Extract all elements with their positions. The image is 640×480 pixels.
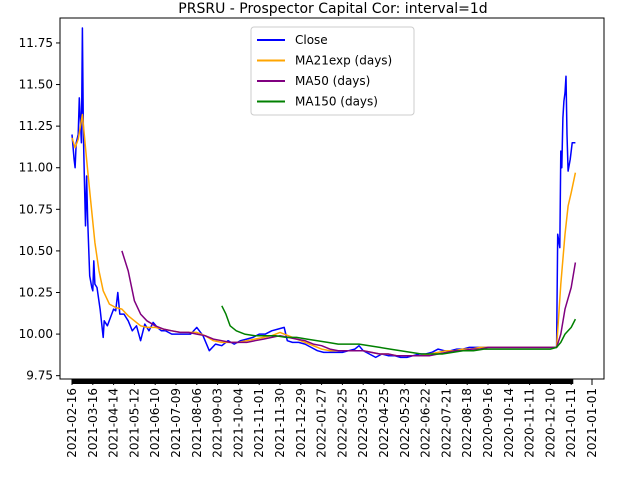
y-tick-label-4: 10.75 <box>19 202 53 216</box>
x-tick-band <box>72 379 574 384</box>
x-tick-label-8: 2021-10-04 <box>231 388 245 458</box>
x-tick-label-24: 2021-01-11 <box>564 388 578 458</box>
x-tick-label-9: 2021-11-01 <box>252 388 266 458</box>
y-tick-label-7: 11.50 <box>19 78 53 92</box>
legend-label-1: MA21exp (days) <box>295 54 392 68</box>
x-tick-label-5: 2021-07-09 <box>169 388 183 458</box>
y-tick-label-1: 10.00 <box>19 327 53 341</box>
x-tick-label-1: 2021-03-16 <box>86 388 100 458</box>
y-tick-label-3: 10.50 <box>19 244 53 258</box>
x-tick-label-6: 2021-08-06 <box>190 388 204 458</box>
x-tick-label-3: 2021-05-12 <box>127 388 141 458</box>
x-axis: 2021-02-16 2021-03-16 2021-04-14 2021-05-12… <box>65 379 599 458</box>
x-tick-label-25: 2021-01-01 <box>585 388 599 458</box>
series-line-3 <box>221 305 577 355</box>
chart-title: PRSRU - Prospector Capital Cor: interval… <box>178 1 487 17</box>
plot-area <box>71 27 577 359</box>
x-tick-label-22: 2020-11-11 <box>523 388 537 458</box>
y-axis: 9.75 10.00 10.25 10.50 10.75 11.00 11.25 11.50 1… <box>19 36 60 383</box>
x-tick-label-17: 2022-06-22 <box>419 388 433 458</box>
x-tick-label-7: 2021-09-03 <box>211 388 225 458</box>
x-tick-label-23: 2020-12-10 <box>543 388 557 458</box>
x-tick-label-18: 2022-07-21 <box>439 388 453 458</box>
x-tick-label-12: 2022-01-27 <box>315 388 329 458</box>
legend-label-2: MA50 (days) <box>295 74 370 88</box>
x-tick-label-20: 2020-09-16 <box>481 388 495 458</box>
legend-label-0: Close <box>295 33 328 47</box>
x-tick-label-16: 2022-05-23 <box>398 388 412 458</box>
y-tick-label-8: 11.75 <box>19 36 53 50</box>
legend: Close MA21exp (days) MA50 (days) MA150 (day… <box>250 26 415 116</box>
x-tick-label-14: 2022-03-25 <box>356 388 370 458</box>
x-tick-label-21: 2020-10-14 <box>502 388 516 458</box>
y-tick-label-0: 9.75 <box>26 369 53 383</box>
x-tick-label-0: 2021-02-16 <box>65 388 79 458</box>
y-tick-label-6: 11.25 <box>19 119 53 133</box>
legend-label-3: MA150 (days) <box>295 95 378 109</box>
legend-box <box>250 26 415 116</box>
x-tick-label-15: 2022-04-25 <box>377 388 391 458</box>
series-line-1 <box>71 113 577 357</box>
x-tick-label-10: 2021-11-30 <box>273 388 287 458</box>
series-line-2 <box>121 250 577 357</box>
x-tick-label-4: 2021-06-10 <box>148 388 162 458</box>
x-tick-label-13: 2022-02-25 <box>335 388 349 458</box>
y-tick-label-5: 11.00 <box>19 161 53 175</box>
x-tick-label-11: 2021-12-29 <box>294 388 308 458</box>
x-tick-label-19: 2022-08-18 <box>460 388 474 458</box>
x-tick-label-2: 2021-04-14 <box>107 388 121 458</box>
y-tick-label-2: 10.25 <box>19 285 53 299</box>
